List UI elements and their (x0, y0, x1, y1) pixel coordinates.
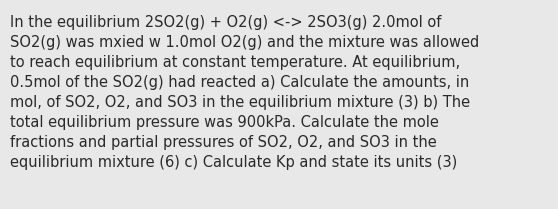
Text: In the equilibrium 2SO2(g) + O2(g) <-> 2SO3(g) 2.0mol of
SO2(g) was mxied w 1.0m: In the equilibrium 2SO2(g) + O2(g) <-> 2… (10, 15, 479, 170)
